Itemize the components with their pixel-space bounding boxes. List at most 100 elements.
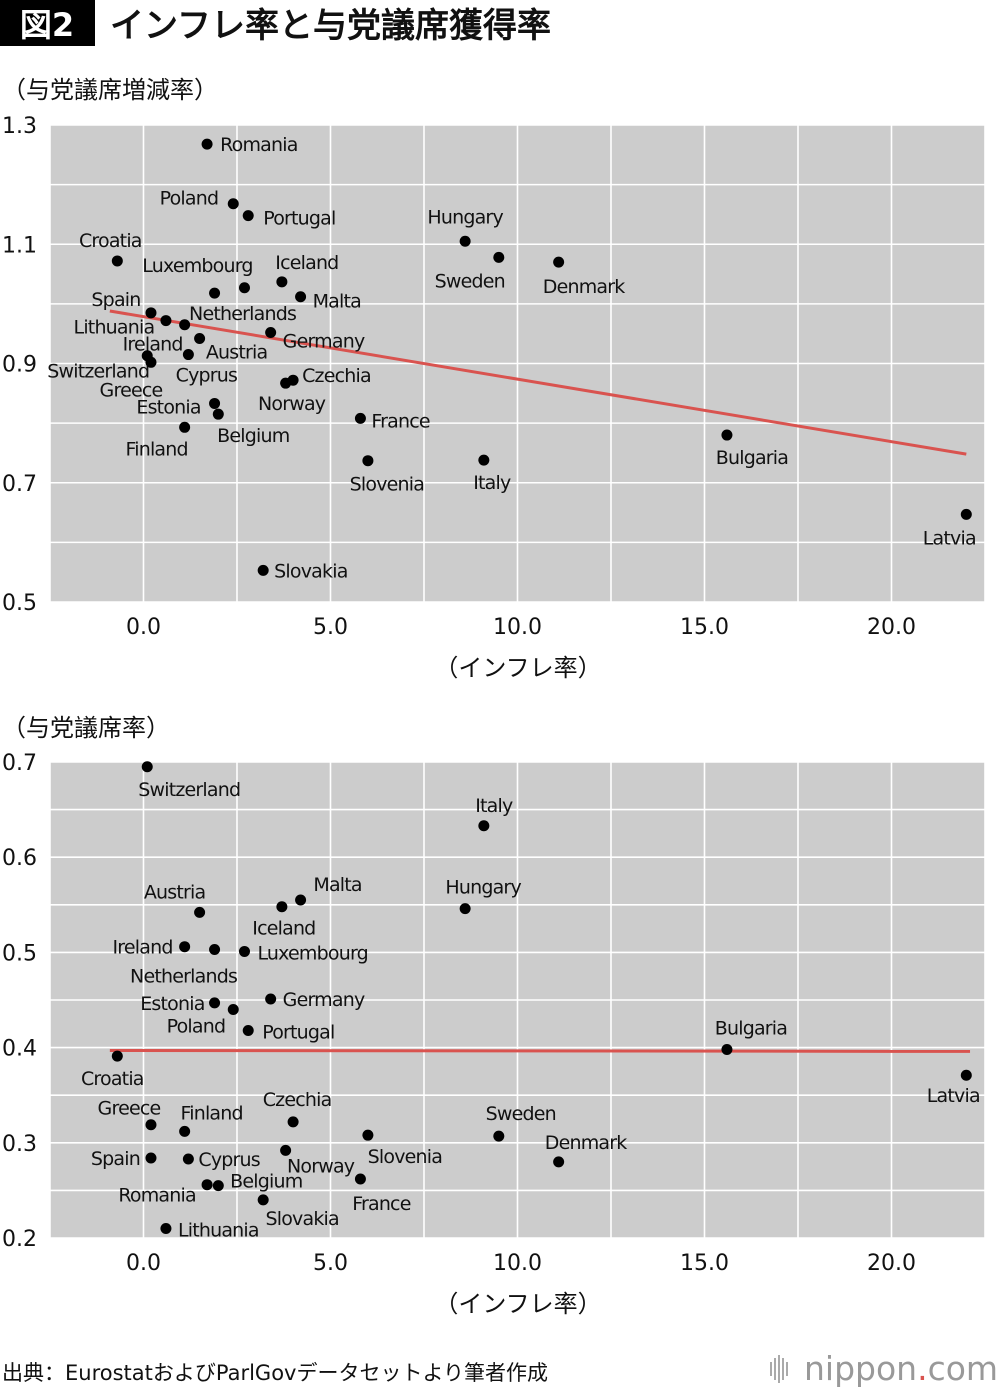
x-tick-label: 5.0: [313, 1251, 348, 1276]
point-label: Italy: [475, 795, 513, 817]
point-label: Iceland: [275, 252, 338, 274]
point-label: Switzerland: [138, 779, 240, 801]
point-label: Germany: [283, 989, 365, 1011]
data-point: [265, 326, 277, 338]
chart-title: インフレ率と与党議席獲得率: [110, 6, 551, 46]
data-point: [354, 412, 366, 424]
point-label: Denmark: [543, 276, 626, 298]
data-point: [209, 944, 221, 956]
y-tick-label: 1.3: [2, 114, 37, 139]
point-label: Ireland: [123, 334, 183, 356]
data-point: [194, 332, 206, 344]
point-label: Hungary: [427, 206, 503, 228]
data-point: [111, 1050, 123, 1062]
point-label: Belgium: [217, 425, 289, 447]
data-point: [287, 1116, 299, 1128]
y-axis-title: （与党議席増減率）: [2, 76, 218, 104]
point-label: Belgium: [230, 1171, 302, 1193]
point-label: Italy: [473, 472, 511, 494]
y-tick-label: 1.1: [2, 233, 37, 258]
point-label: Latvia: [927, 1085, 980, 1107]
data-point: [179, 1125, 191, 1137]
point-label: Estonia: [140, 993, 204, 1015]
data-point: [242, 210, 254, 222]
svg-text:nippon.com: nippon.com: [804, 1349, 998, 1388]
data-point: [201, 1179, 213, 1191]
data-point: [141, 761, 153, 773]
data-point: [238, 282, 250, 294]
point-label: France: [371, 410, 429, 432]
x-tick-label: 0.0: [126, 1251, 161, 1276]
data-point: [459, 235, 471, 247]
y-tick-label: 0.5: [2, 941, 37, 966]
y-tick-label: 0.2: [2, 1227, 37, 1252]
x-axis-title: （インフレ率）: [434, 654, 601, 682]
point-label: Czechia: [302, 365, 371, 387]
data-point: [960, 508, 972, 520]
data-point: [553, 256, 565, 268]
point-label: Bulgaria: [716, 447, 788, 469]
title-badge: [0, 0, 95, 46]
data-point: [227, 198, 239, 210]
data-point: [295, 291, 307, 303]
data-point: [257, 1194, 269, 1206]
data-point: [960, 1069, 972, 1081]
trend-line: [109, 1048, 971, 1053]
data-point: [276, 901, 288, 913]
point-label: Lithuania: [74, 317, 155, 339]
data-point: [209, 287, 221, 299]
data-point: [145, 307, 157, 319]
data-point: [238, 945, 250, 957]
point-label: Netherlands: [189, 303, 296, 325]
data-point: [265, 993, 277, 1005]
x-tick-label: 20.0: [867, 615, 916, 640]
x-tick-label: 20.0: [867, 1251, 916, 1276]
point-label: Austria: [144, 881, 206, 903]
trend-line: [109, 309, 967, 456]
data-point: [478, 820, 490, 832]
point-label: Slovakia: [265, 1208, 338, 1230]
y-tick-label: 0.7: [2, 751, 37, 776]
data-point: [182, 349, 194, 361]
data-point: [179, 941, 191, 953]
data-point: [212, 408, 224, 420]
data-point: [179, 421, 191, 433]
y-tick-label: 0.5: [2, 591, 37, 616]
point-label: Poland: [160, 188, 219, 210]
y-tick-label: 0.9: [2, 353, 37, 378]
point-label: Finland: [180, 1102, 242, 1124]
point-label: Austria: [206, 341, 268, 363]
title-badge-text: 図2: [20, 6, 74, 44]
data-point: [227, 1004, 239, 1016]
point-label: Portugal: [262, 1021, 334, 1043]
data-point: [111, 255, 123, 267]
logo-bars-icon: [770, 1355, 788, 1383]
data-point: [493, 1130, 505, 1142]
data-point: [145, 1119, 157, 1131]
data-point: [478, 454, 490, 466]
point-label: Switzerland: [47, 361, 149, 383]
point-label: Spain: [91, 289, 140, 311]
data-point: [201, 138, 213, 150]
data-point: [362, 1129, 374, 1141]
point-label: Romania: [220, 134, 298, 156]
point-label: Malta: [313, 874, 361, 896]
chart-1: 0.0 5.0 10.0 15.0 20.0 1.3 1.1 0.9 0.7 0.5 （与党議席増減…: [2, 76, 986, 682]
y-tick-label: 0.4: [2, 1037, 37, 1062]
point-label: Malta: [313, 291, 361, 313]
point-label: Norway: [287, 1155, 355, 1177]
data-point: [257, 564, 269, 576]
point-label: Denmark: [545, 1132, 628, 1154]
point-label: Iceland: [252, 918, 315, 940]
data-point: [280, 377, 292, 389]
point-label: Slovenia: [350, 474, 424, 496]
point-label: Netherlands: [130, 966, 237, 988]
point-label: Luxembourg: [257, 942, 367, 964]
point-label: Lithuania: [178, 1219, 259, 1241]
point-label: Latvia: [923, 527, 976, 549]
point-label: France: [352, 1193, 410, 1215]
point-label: Croatia: [81, 1068, 144, 1090]
point-label: Poland: [167, 1016, 226, 1038]
x-tick-label: 15.0: [680, 615, 729, 640]
point-label: Hungary: [445, 877, 521, 899]
